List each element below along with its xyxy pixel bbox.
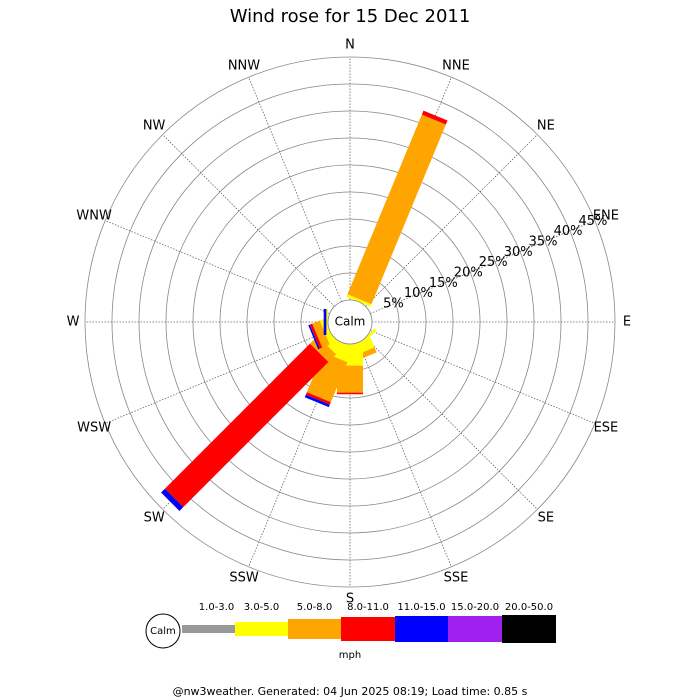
- spoke: [365, 134, 538, 307]
- r-tick-label: 10%: [404, 286, 433, 301]
- direction-label: NNW: [228, 59, 260, 74]
- units: mph: [339, 650, 361, 661]
- direction-label: SSE: [444, 570, 469, 585]
- r-tick-label: 40%: [554, 224, 583, 239]
- legend-label: 15.0-20.0: [451, 602, 499, 613]
- direction-label: NE: [537, 119, 555, 134]
- legend-label: 11.0-15.0: [397, 602, 445, 613]
- spoke: [370, 330, 595, 424]
- bar-segment: [421, 110, 448, 125]
- legend-swatch: [502, 615, 556, 643]
- bar-segment: [305, 392, 331, 405]
- legend-label: 5.0-8.0: [297, 602, 332, 613]
- bar-segment: [337, 365, 363, 393]
- legend-swatch: [235, 622, 288, 636]
- legend-label: 20.0-50.0: [505, 602, 553, 613]
- direction-label: ENE: [593, 208, 619, 223]
- bar-segment: [323, 309, 327, 335]
- bar-segment: [164, 343, 329, 508]
- direction-label: SSW: [229, 570, 259, 585]
- direction-label: E: [623, 315, 631, 330]
- legend-label: 1.0-3.0: [199, 602, 234, 613]
- chart-title: Wind rose for 15 Dec 2011: [230, 6, 471, 27]
- r-tick-label: 45%: [579, 214, 608, 229]
- r-tick-label: 5%: [383, 297, 404, 312]
- bar-segment: [304, 394, 330, 408]
- calm-label: Calm: [335, 315, 366, 329]
- legend-label: 8.0-11.0: [347, 602, 389, 613]
- legend-calm-label: Calm: [150, 626, 176, 637]
- bar-segment: [306, 352, 348, 403]
- spoke: [370, 220, 595, 314]
- spoke: [105, 220, 330, 314]
- direction-label: WSW: [77, 421, 111, 436]
- legend-swatch: [448, 616, 502, 642]
- bar-segment: [346, 294, 372, 307]
- grid-ring: [84, 56, 616, 588]
- spoke: [248, 77, 342, 302]
- direction-label: SW: [144, 510, 165, 525]
- direction-label: ESE: [594, 421, 619, 436]
- r-tick-label: 25%: [479, 255, 508, 270]
- bar-segment: [309, 323, 323, 349]
- bar-segment: [312, 320, 330, 348]
- r-tick-label: 35%: [529, 235, 558, 250]
- bar-segment: [326, 309, 328, 335]
- legend-swatch: [341, 617, 395, 641]
- spoke: [162, 134, 335, 307]
- legend-swatch: [395, 616, 448, 642]
- spoke: [105, 330, 330, 424]
- r-tick-label: 20%: [454, 266, 483, 281]
- legend-label: 3.0-5.0: [244, 602, 279, 613]
- direction-label: WNW: [76, 208, 112, 223]
- legend-swatch: [288, 619, 341, 639]
- legend-calm: [145, 613, 181, 649]
- direction-label: NW: [143, 119, 166, 134]
- footer: @nw3weather. Generated: 04 Jun 2025 08:1…: [173, 685, 528, 698]
- bar-segment: [308, 324, 320, 350]
- direction-label: W: [67, 315, 80, 330]
- r-tick-label: 30%: [504, 245, 533, 260]
- direction-label: SE: [538, 510, 554, 525]
- calm-circle: [327, 299, 373, 345]
- bar-segment: [337, 392, 363, 395]
- spoke: [365, 337, 538, 510]
- bar-segment: [161, 488, 184, 511]
- r-tick-label: 15%: [429, 276, 458, 291]
- spoke: [358, 342, 452, 567]
- direction-label: NNE: [442, 59, 470, 74]
- bar-segment: [347, 114, 446, 305]
- legend-swatch: [182, 625, 235, 633]
- direction-label: N: [345, 38, 355, 53]
- direction-label: S: [346, 592, 354, 607]
